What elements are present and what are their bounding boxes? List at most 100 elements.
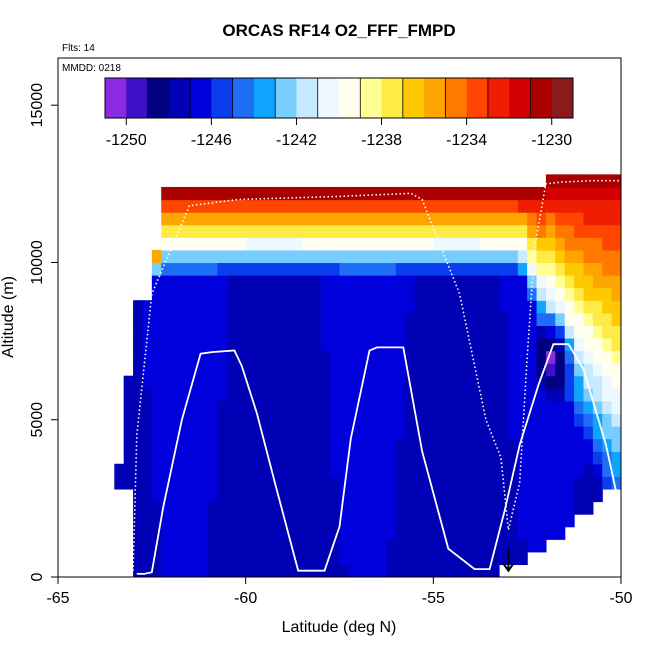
heatmap-cell [480,488,491,503]
heatmap-cell [395,363,406,377]
heatmap-cell [226,249,237,264]
colorbar-segment [402,78,425,118]
heatmap-cell [151,363,162,377]
heatmap-cell [123,426,134,440]
heatmap-cell [470,249,481,264]
heatmap-cell [470,300,481,314]
heatmap-cell [264,463,275,477]
heatmap-cell [273,287,284,301]
heatmap-cell [189,476,200,490]
heatmap-cell [536,249,547,264]
heatmap-cell [264,388,275,402]
heatmap-cell [602,400,613,415]
heatmap-cell [179,325,190,339]
heatmap-cell [283,186,294,201]
heatmap-cell [330,426,341,440]
heatmap-cell [161,325,172,339]
heatmap-cell [536,476,547,490]
heatmap-cell [320,526,331,540]
heatmap-cell [536,514,547,528]
heatmap-cell [433,300,444,314]
heatmap-cell [301,526,312,540]
heatmap-cell [179,451,190,465]
heatmap-cell [301,388,312,402]
heatmap-cell [480,262,491,276]
heatmap-cell [602,312,613,326]
heatmap-cell [377,539,388,553]
heatmap-cell [395,413,406,427]
heatmap-cell [489,287,500,301]
heatmap-cell [527,337,538,352]
heatmap-cell [470,400,481,415]
heatmap-cell [217,564,228,577]
heatmap-cell [208,463,219,477]
heatmap-cell [311,488,322,503]
heatmap-cell [189,262,200,276]
heatmap-cell [574,287,585,301]
heatmap-cell [480,237,491,251]
heatmap-cell [189,451,200,465]
heatmap-cell [264,501,275,515]
heatmap-cell [255,476,266,490]
heatmap-cell [489,388,500,402]
heatmap-cell [470,564,481,577]
heatmap-cell [348,526,359,540]
heatmap-cell [602,186,613,201]
heatmap-cell [348,476,359,490]
heatmap-cell [602,363,613,377]
heatmap-cell [527,526,538,540]
heatmap-cell [517,249,528,264]
heatmap-cell [330,564,341,577]
heatmap-cell [527,325,538,339]
heatmap-cell [423,438,434,452]
heatmap-cell [386,413,397,427]
heatmap-cell [452,400,463,415]
heatmap-cell [348,363,359,377]
heatmap-cell [330,488,341,503]
heatmap-cell [433,212,444,226]
heatmap-cell [348,275,359,289]
heatmap-cell [208,350,219,364]
heatmap-cell [527,262,538,276]
heatmap-cell [592,350,603,364]
heatmap-cell [508,426,519,440]
heatmap-cell [283,388,294,402]
heatmap-cell [555,426,566,440]
heatmap-cell [301,186,312,201]
heatmap-cell [198,451,209,465]
heatmap-cell [405,539,416,553]
heatmap-cell [320,463,331,477]
heatmap-cell [142,350,153,364]
heatmap-cell [386,514,397,528]
heatmap-cell [348,287,359,301]
heatmap-cell [283,463,294,477]
heatmap-cell [536,451,547,465]
heatmap-cell [217,224,228,238]
heatmap-cell [367,249,378,264]
heatmap-cell [423,488,434,503]
heatmap-cell [442,463,453,477]
heatmap-cell [226,426,237,440]
heatmap-cell [442,514,453,528]
heatmap-cell [358,300,369,314]
heatmap-cell [470,350,481,364]
heatmap-cell [414,337,425,352]
heatmap-cell [414,438,425,452]
heatmap-cell [433,363,444,377]
heatmap-cell [161,388,172,402]
heatmap-cell [489,224,500,238]
heatmap-cell [442,400,453,415]
heatmap-cell [217,551,228,566]
heatmap-cell [217,312,228,326]
heatmap-cell [423,413,434,427]
heatmap-cell [189,186,200,201]
heatmap-cell [564,249,575,264]
heatmap-cell [367,337,378,352]
heatmap-cell [226,224,237,238]
heatmap-cell [198,476,209,490]
heatmap-cell [264,186,275,201]
heatmap-cell [179,337,190,352]
heatmap-cell [264,262,275,276]
heatmap-cell [236,413,247,427]
